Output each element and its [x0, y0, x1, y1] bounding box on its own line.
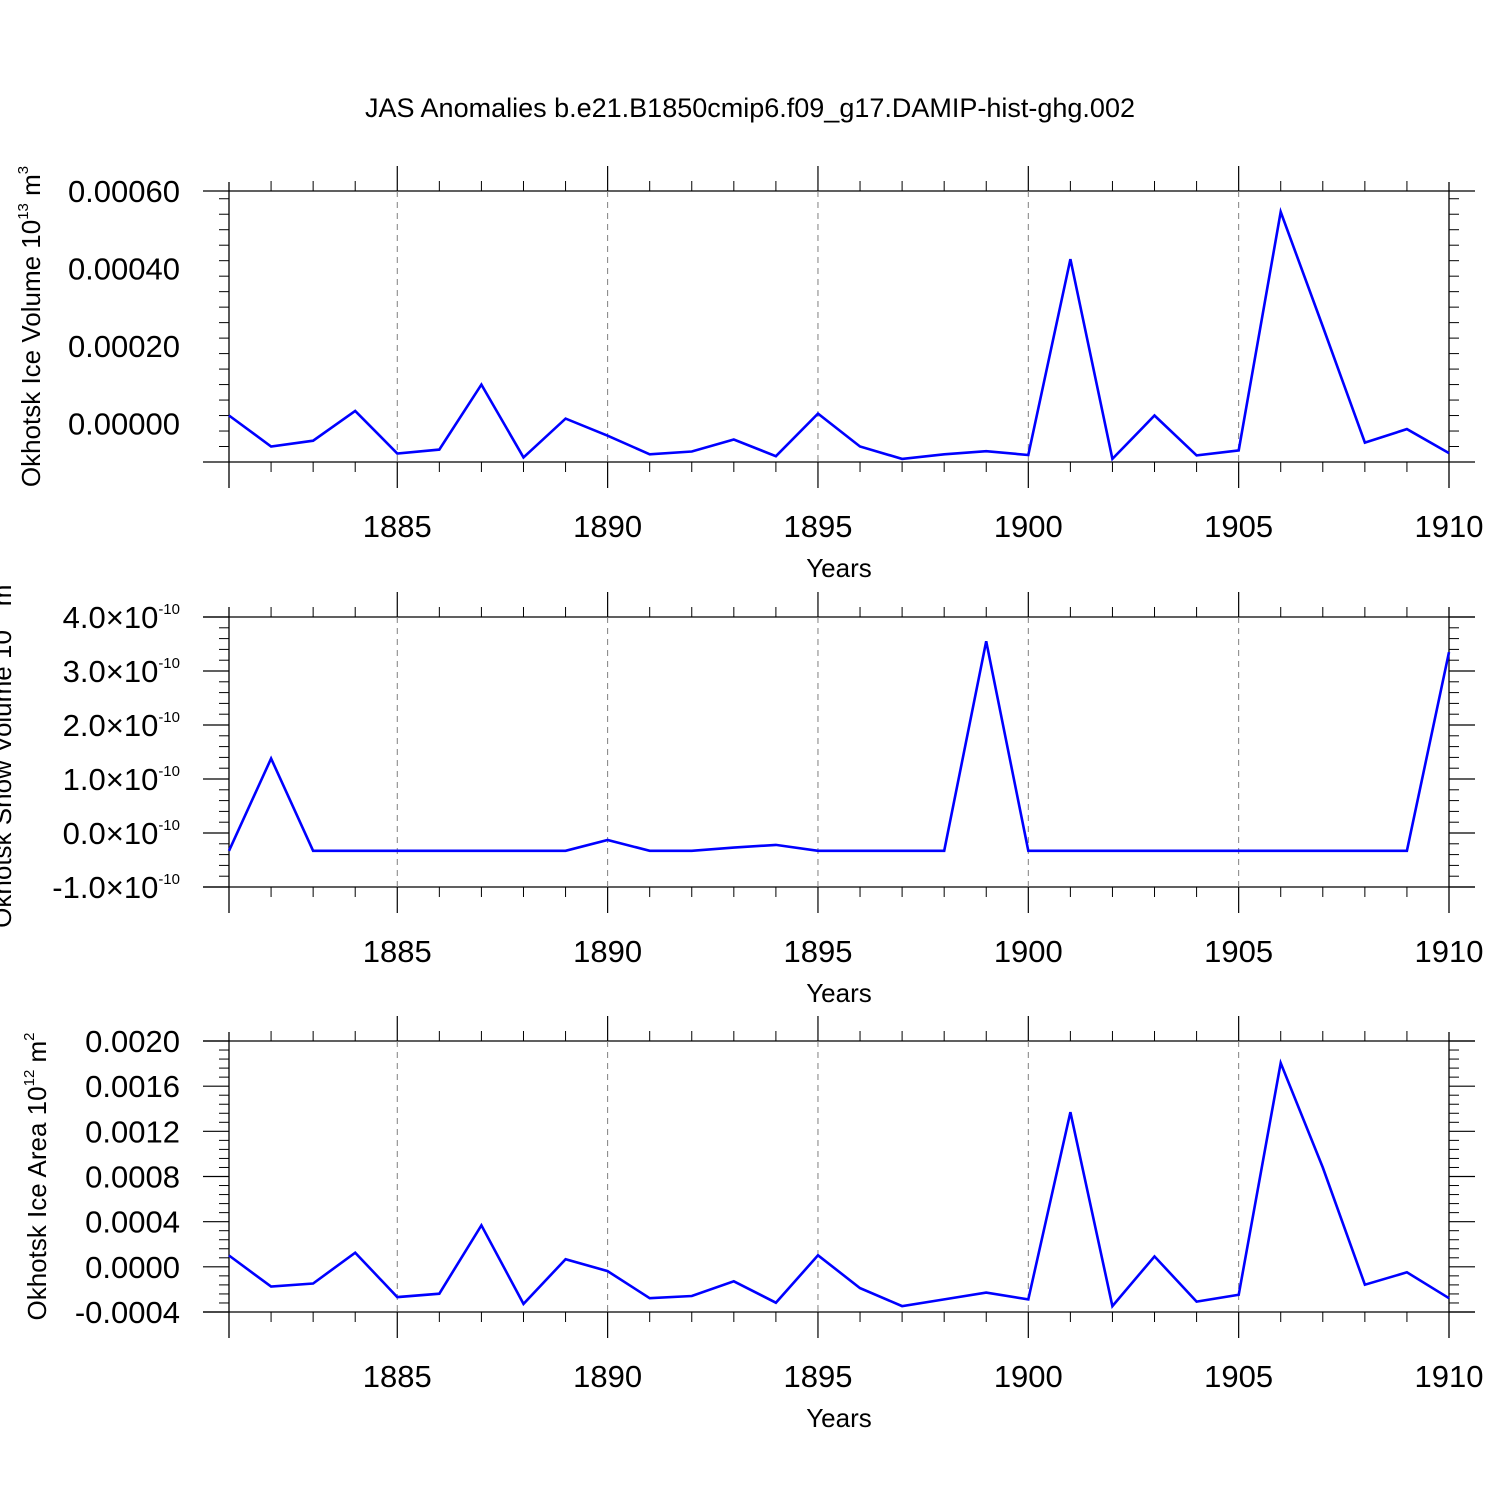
x-tick-label: 1890: [573, 934, 642, 969]
x-tick-label: 1900: [994, 934, 1063, 969]
y-tick-label: 0.00040: [68, 251, 180, 286]
y-tick-label: -1.0×10-10: [52, 870, 180, 905]
y-axis-title: Okhotsk Ice Volume 1013 m3: [15, 166, 46, 487]
series-line-1: [228, 206, 1450, 462]
y-tick-label: 4.0×10-10: [63, 600, 180, 635]
y-axis-title: Okhotsk Ice Area 1012 m2: [21, 1032, 52, 1320]
x-axis-title: Years: [806, 1403, 872, 1433]
y-tick-label: 3.0×10-10: [63, 654, 180, 689]
x-tick-label: 1895: [783, 509, 852, 544]
y-tick-label: -0.0004: [75, 1295, 180, 1330]
y-tick-label: 0.00020: [68, 329, 180, 364]
x-tick-label: 1905: [1204, 1359, 1273, 1394]
series-line-1: [227, 641, 1451, 853]
x-tick-label: 1900: [994, 509, 1063, 544]
x-tick-label: 1910: [1415, 1359, 1484, 1394]
y-tick-label: 0.0008: [85, 1160, 180, 1195]
y-tick-label: 0.00000: [68, 406, 180, 441]
y-tick-label: 0.0016: [85, 1069, 180, 1104]
panel-2: 1885 1890 1895 1900 1905 1910 Years -1.0×10-10 0…: [0, 576, 1483, 1008]
x-tick-label: 1910: [1415, 934, 1484, 969]
x-tick-label: 1890: [573, 509, 642, 544]
y-tick-label: 1.0×10-10: [63, 762, 180, 797]
y-tick-label: 0.0020: [85, 1024, 180, 1059]
y-tick-label: 0.00060: [68, 174, 180, 209]
x-tick-label: 1895: [783, 1359, 852, 1394]
y-axis-title: Okhotsk Snow Volume 1013 m3: [0, 576, 17, 928]
x-tick-label: 1905: [1204, 509, 1273, 544]
x-tick-label: 1910: [1415, 509, 1484, 544]
x-axis-title: Years: [806, 553, 872, 583]
x-tick-label: 1905: [1204, 934, 1273, 969]
panels-group: 1885 1890 1895 1900 1905 1910 Years 0.00000 0.00…: [0, 166, 1483, 1433]
x-tick-label: 1900: [994, 1359, 1063, 1394]
y-tick-label: 0.0000: [85, 1250, 180, 1285]
x-tick-label: 1895: [783, 934, 852, 969]
x-tick-label: 1890: [573, 1359, 642, 1394]
y-tick-label: 2.0×10-10: [63, 708, 180, 743]
x-tick-label: 1885: [363, 509, 432, 544]
y-tick-label: 0.0×10-10: [63, 816, 180, 851]
series-line-1: [228, 1058, 1450, 1309]
x-axis-title: Years: [806, 978, 872, 1008]
y-tick-label: 0.0004: [85, 1205, 180, 1240]
chart-title: JAS Anomalies b.e21.B1850cmip6.f09_g17.D…: [365, 93, 1135, 123]
y-tick-label: 0.0012: [85, 1114, 180, 1149]
panel-1: 1885 1890 1895 1900 1905 1910 Years 0.00000 0.00…: [15, 166, 1483, 583]
x-tick-label: 1885: [363, 1359, 432, 1394]
x-tick-label: 1885: [363, 934, 432, 969]
panel-3: 1885 1890 1895 1900 1905 1910 Years -0.0004 0.00…: [21, 1016, 1483, 1433]
